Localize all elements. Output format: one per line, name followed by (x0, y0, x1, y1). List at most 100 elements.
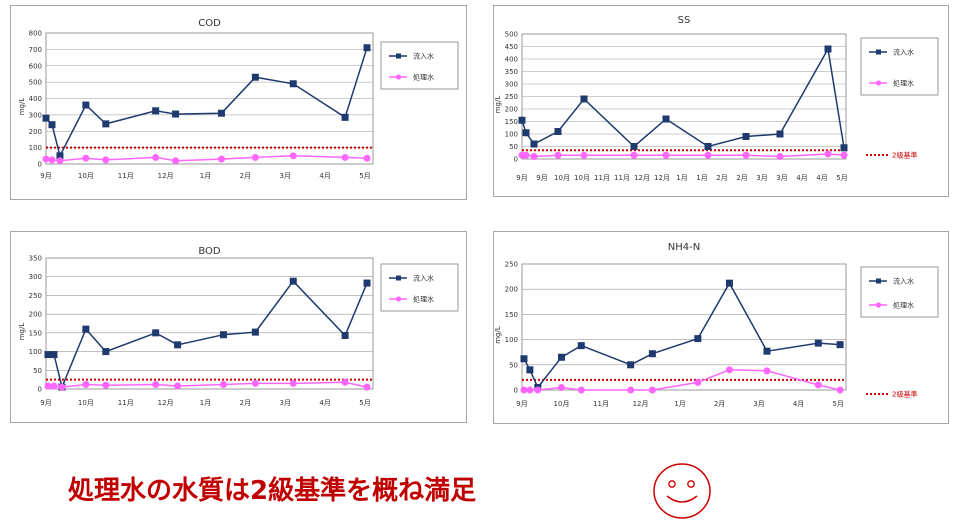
data-point-treated (152, 381, 160, 389)
data-point-influent (289, 277, 297, 285)
data-point-influent (363, 44, 371, 52)
data-point-influent (102, 120, 110, 128)
legend-label: 処理水 (893, 301, 914, 310)
y-tick-label: 0 (38, 161, 42, 169)
data-point-treated (50, 382, 58, 390)
data-point-influent (522, 129, 530, 137)
x-tick-label: 5月 (359, 172, 370, 180)
chart-nh4-n: NH4-N 0 50 100 150 200 250 mg/L 9月 10月 11月 12月 1月 2月 3… (494, 242, 939, 408)
x-tick-label: 11月 (118, 399, 134, 407)
data-point-treated (289, 379, 297, 387)
data-point-influent (824, 45, 832, 53)
data-point-influent (219, 331, 227, 339)
legend-box (380, 263, 459, 312)
data-point-treated (341, 153, 349, 161)
x-tick-label: 1月 (696, 174, 707, 182)
y-tick-label: 300 (29, 111, 42, 119)
data-point-treated (814, 381, 822, 389)
x-tick-label: 10月 (78, 172, 94, 180)
data-point-treated (554, 151, 562, 159)
data-point-influent (42, 114, 50, 122)
y-tick-label: 50 (509, 143, 518, 151)
data-point-treated (840, 151, 848, 159)
chart-bod: BOD 0 50 100 150 200 250 300 350 mg/L 9月 10月 11月 12月 1… (18, 246, 459, 407)
data-point-treated (82, 154, 90, 162)
y-tick-label: 300 (29, 273, 42, 281)
data-point-influent (627, 361, 635, 369)
x-tick-label: 11月 (594, 174, 610, 182)
x-tick-label: 2月 (716, 174, 727, 182)
data-point-influent (814, 339, 822, 347)
data-point-treated (341, 378, 349, 386)
y-tick-label: 0 (514, 387, 518, 395)
data-point-treated (44, 382, 52, 390)
data-point-influent (82, 325, 90, 333)
data-point-treated (627, 386, 635, 394)
x-tick-label: 5月 (832, 400, 843, 408)
data-point-influent (630, 143, 638, 150)
legend-swatch-marker (395, 74, 402, 80)
legend-label: 流入水 (893, 277, 914, 286)
x-tick-label: 2月 (736, 174, 747, 182)
data-point-influent (558, 353, 566, 361)
y-tick-label: 700 (29, 46, 42, 54)
x-tick-label: 10月 (574, 174, 590, 182)
standard-legend-label: 2級基準 (892, 151, 917, 160)
legend-swatch-marker (396, 275, 401, 281)
y-tick-label: 200 (29, 128, 42, 136)
data-point-treated (217, 155, 225, 163)
data-point-treated (102, 156, 110, 164)
data-point-treated (704, 151, 712, 159)
x-tick-label: 12月 (158, 172, 174, 180)
data-point-treated (580, 151, 588, 159)
data-point-treated (56, 157, 64, 165)
y-tick-label: 600 (29, 62, 42, 70)
data-point-influent (742, 133, 750, 140)
x-tick-label: 9月 (40, 399, 51, 407)
chart-title: NH4-N (668, 242, 700, 253)
data-point-influent (50, 351, 58, 359)
data-point-treated (577, 386, 585, 394)
legend-box (860, 37, 939, 96)
data-point-treated (520, 386, 528, 394)
data-point-treated (219, 381, 227, 389)
x-tick-label: 2月 (240, 172, 251, 180)
smiley-face-icon (653, 463, 711, 519)
legend-box (380, 41, 459, 90)
legend-label: 処理水 (413, 295, 434, 304)
chart-title: BOD (198, 246, 221, 257)
x-tick-label: 4月 (816, 174, 827, 182)
chart-panel-ss: SS 0 50 100 150 200 250 300 350 400 450 500 mg/L 9月 9月… (493, 5, 949, 197)
x-tick-label: 12月 (633, 400, 649, 408)
chart-panel-cod: COD 0 100 200 300 400 500 600 700 800 mg/L 9月 10月 11月… (10, 5, 467, 200)
y-tick-label: 100 (505, 336, 518, 344)
y-tick-label: 150 (505, 118, 518, 126)
data-point-influent (152, 107, 160, 115)
legend-box (860, 266, 939, 318)
data-point-treated (824, 150, 832, 158)
data-point-treated (776, 153, 784, 160)
data-point-influent (217, 109, 225, 117)
x-tick-label: 1月 (200, 172, 211, 180)
data-point-treated (662, 151, 670, 159)
data-point-influent (289, 80, 297, 88)
data-point-influent (56, 152, 64, 160)
x-tick-label: 9月 (516, 174, 527, 182)
x-tick-label: 3月 (280, 172, 291, 180)
data-point-treated (363, 383, 371, 391)
data-point-influent (580, 95, 588, 103)
data-point-treated (363, 154, 371, 162)
y-tick-label: 50 (509, 361, 518, 369)
chart-cod: COD 0 100 200 300 400 500 600 700 800 mg/L 9月 10月 11月… (18, 18, 459, 180)
y-tick-label: 450 (505, 43, 518, 51)
series-line-influent (48, 280, 368, 390)
y-tick-label: 100 (505, 131, 518, 139)
x-tick-label: 2月 (240, 399, 251, 407)
data-point-treated (530, 153, 538, 160)
data-point-treated (648, 386, 656, 394)
x-tick-label: 10月 (78, 399, 94, 407)
x-tick-label: 9月 (40, 172, 51, 180)
x-tick-label: 1月 (200, 399, 211, 407)
y-axis-label: mg/L (494, 96, 502, 114)
data-point-treated (694, 378, 702, 386)
